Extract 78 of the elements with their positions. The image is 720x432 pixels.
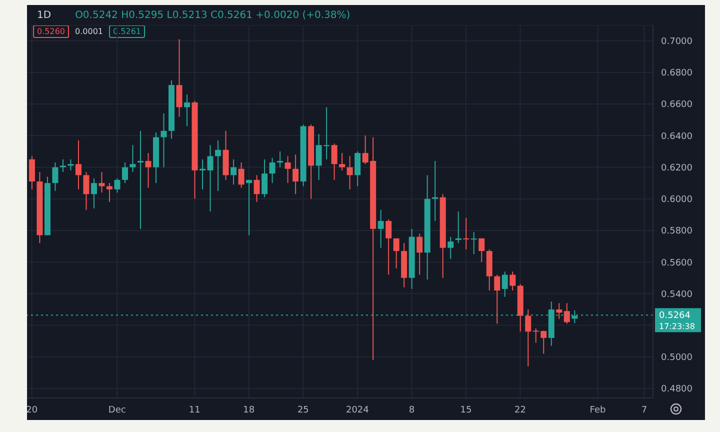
candlestick bbox=[114, 178, 120, 194]
candlestick bbox=[525, 308, 532, 367]
ref-line-label: 0.5264 bbox=[659, 311, 691, 322]
y-tick-label: 0.6400 bbox=[661, 132, 693, 142]
x-tick-label: 22 bbox=[514, 405, 526, 416]
candlestick bbox=[98, 171, 105, 194]
candlestick bbox=[60, 158, 66, 172]
candlestick bbox=[106, 182, 112, 203]
x-tick-label: 2024 bbox=[346, 405, 370, 416]
text: 17:23:38 bbox=[659, 322, 695, 332]
y-tick-label: 0.6800 bbox=[661, 68, 693, 79]
candlestick bbox=[262, 158, 268, 198]
candlestick bbox=[354, 150, 361, 187]
candlestick bbox=[556, 302, 562, 320]
candlestick bbox=[346, 156, 353, 190]
y-tick-label: 0.6200 bbox=[661, 163, 693, 174]
candlestick bbox=[184, 94, 190, 127]
candlestick bbox=[510, 271, 516, 292]
candlestick bbox=[130, 144, 136, 172]
candlestick bbox=[277, 150, 284, 168]
text: O0.5242 H0.5295 L0.5213 C0.5261 +0.0020 (+0.38%) bbox=[75, 10, 350, 21]
candlestick bbox=[68, 158, 74, 171]
x-tick-label: Feb bbox=[590, 405, 606, 416]
chart-title: 1D bbox=[37, 10, 52, 21]
candlestick bbox=[386, 218, 392, 276]
y-tick-label: 0.4800 bbox=[661, 384, 693, 395]
y-tick-label: 0.5000 bbox=[661, 353, 693, 364]
candlestick bbox=[269, 157, 276, 184]
x-tick-label: 8 bbox=[408, 405, 415, 416]
x-tick-label: Dec bbox=[108, 405, 126, 416]
candlestick bbox=[564, 302, 570, 324]
candlestick bbox=[75, 140, 82, 190]
candlestick bbox=[176, 38, 182, 118]
candlestick bbox=[207, 144, 214, 212]
candlestick bbox=[463, 217, 470, 250]
candlestick bbox=[145, 152, 152, 188]
candlestick bbox=[83, 171, 90, 210]
candlestick bbox=[393, 238, 400, 269]
x-tick-label: 7 bbox=[641, 405, 648, 416]
candlestick bbox=[238, 162, 244, 188]
y-tick-label: 0.7000 bbox=[661, 37, 693, 47]
candlestick bbox=[339, 152, 346, 171]
candlestick bbox=[90, 178, 97, 209]
candlestick bbox=[478, 238, 485, 263]
candlestick bbox=[331, 143, 338, 180]
y-tick-label: 0.5800 bbox=[661, 226, 693, 237]
candlestick bbox=[502, 271, 508, 298]
x-tick-label: 18 bbox=[243, 405, 255, 416]
y-tick-label: 0.6600 bbox=[661, 100, 693, 110]
annotation: 0.0001 bbox=[75, 27, 103, 36]
candlestick bbox=[455, 211, 462, 244]
x-tick-label: 25 bbox=[297, 405, 309, 416]
candlestick bbox=[122, 162, 128, 184]
candlestick bbox=[52, 162, 58, 192]
x-tick-label: 20 bbox=[26, 405, 38, 416]
candlestick bbox=[284, 156, 291, 184]
candlestick bbox=[432, 160, 438, 222]
candlestick bbox=[416, 233, 423, 276]
candlestick bbox=[215, 140, 222, 192]
candlestick bbox=[200, 158, 206, 190]
candlestick bbox=[230, 158, 237, 186]
candlestick bbox=[448, 236, 454, 260]
candlestick bbox=[254, 174, 260, 203]
x-tick-label: 15 bbox=[460, 405, 472, 416]
annotation: 0.5260 bbox=[33, 25, 69, 38]
candlestick bbox=[378, 209, 384, 248]
candlestick bbox=[246, 179, 252, 236]
x-tick-label: 11 bbox=[188, 405, 200, 416]
candlestick bbox=[160, 113, 167, 168]
y-tick-label: 0.5400 bbox=[661, 290, 693, 300]
candlestick bbox=[292, 154, 299, 195]
candlestick bbox=[494, 274, 500, 324]
y-tick-label: 0.5600 bbox=[661, 258, 693, 268]
candlestick bbox=[470, 232, 477, 255]
candlestick bbox=[28, 156, 35, 190]
candlestick bbox=[138, 130, 144, 230]
annotation: 0.5261 bbox=[109, 25, 145, 38]
y-tick-label: 0.6000 bbox=[661, 195, 693, 206]
